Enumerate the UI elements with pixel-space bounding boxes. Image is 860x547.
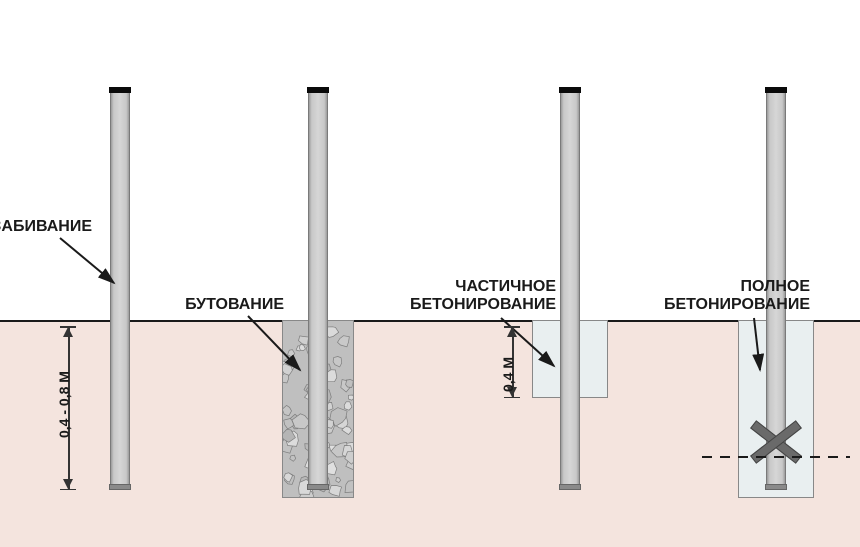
- post-foot-p1: [109, 484, 131, 490]
- dim-text-d2: 0,4 М: [500, 272, 516, 392]
- post-foot-p3: [559, 484, 581, 490]
- post-pole-p1: [110, 87, 130, 490]
- post-foot-p2: [307, 484, 329, 490]
- dim-d1: 0,4 - 0,8 М: [60, 326, 78, 490]
- label-l3: ЧАСТИЧНОЕ БЕТОНИРОВАНИЕ: [410, 278, 556, 315]
- post-pole-p3: [560, 87, 580, 490]
- label-l4: ПОЛНОЕ БЕТОНИРОВАНИЕ: [664, 278, 810, 315]
- freeze-line: [702, 456, 850, 458]
- post-p3: [560, 87, 580, 490]
- dim-text-d1: 0,4 - 0,8 М: [56, 318, 72, 438]
- label-l2: БУТОВАНИЕ: [185, 296, 284, 314]
- post-cap-p1: [109, 87, 131, 93]
- post-cap-p4: [765, 87, 787, 93]
- arrow-l1: [60, 238, 114, 283]
- diagram-stage: ЗАБИВАНИЕ БУТОВАНИЕ ЧАСТИЧНОЕ БЕТОНИРОВАНИ…: [0, 0, 860, 547]
- label-l1: ЗАБИВАНИЕ: [0, 218, 92, 236]
- post-pole-p2: [308, 87, 328, 490]
- dim-d2: 0,4 М: [504, 326, 522, 398]
- post-cap-p3: [559, 87, 581, 93]
- post-cap-p2: [307, 87, 329, 93]
- post-p2: [308, 87, 328, 490]
- post-p1: [110, 87, 130, 490]
- post-foot-p4: [765, 484, 787, 490]
